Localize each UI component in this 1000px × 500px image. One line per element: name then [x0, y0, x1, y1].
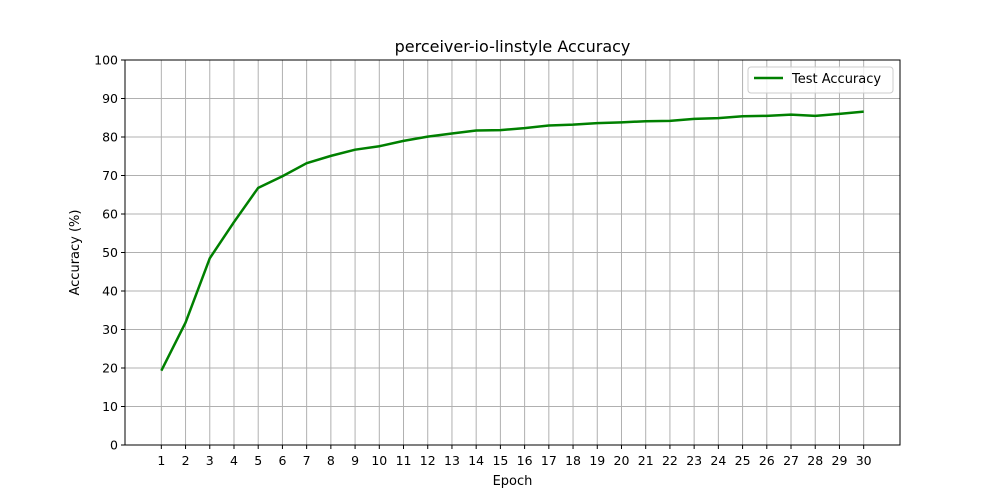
x-tick-label: 11: [396, 453, 412, 468]
x-tick-label: 16: [517, 453, 533, 468]
x-tick-label: 24: [710, 453, 726, 468]
x-tick-label: 7: [303, 453, 311, 468]
y-tick-label: 10: [102, 399, 118, 414]
x-tick-label: 8: [327, 453, 335, 468]
x-tick-label: 13: [444, 453, 460, 468]
x-tick-label: 14: [468, 453, 484, 468]
x-tick-label: 18: [565, 453, 581, 468]
y-tick-label: 30: [102, 322, 118, 337]
y-tick-label: 40: [102, 284, 118, 299]
y-tick-label: 70: [102, 168, 118, 183]
x-tick-label: 6: [278, 453, 286, 468]
x-tick-label: 19: [589, 453, 605, 468]
x-tick-label: 5: [254, 453, 262, 468]
y-tick-label: 90: [102, 91, 118, 106]
series-lines: [160, 110, 864, 372]
x-tick-label: 28: [807, 453, 823, 468]
y-tick-label: 100: [94, 53, 118, 68]
y-tick-label: 20: [102, 361, 118, 376]
legend-label: Test Accuracy: [791, 72, 881, 87]
x-axis-ticks: 1 2 3 4 5 6 7 8 9 10 11 12 13 14 15 16 17 18 19 20 21 22 23 24 2…: [157, 445, 872, 468]
y-tick-label: 60: [102, 207, 118, 222]
x-tick-label: 17: [541, 453, 557, 468]
series-line-test-accuracy: [160, 110, 864, 372]
x-tick-label: 26: [759, 453, 775, 468]
x-tick-label: 3: [206, 453, 214, 468]
x-tick-label: 4: [230, 453, 238, 468]
x-axis-label: Epoch: [493, 474, 533, 489]
x-tick-label: 1: [157, 453, 165, 468]
grid: [125, 59, 900, 446]
x-tick-label: 30: [856, 453, 872, 468]
x-tick-label: 29: [832, 453, 848, 468]
y-tick-label: 0: [110, 438, 118, 453]
x-tick-label: 20: [614, 453, 630, 468]
x-tick-label: 21: [638, 453, 654, 468]
legend-box: [747, 66, 894, 94]
x-tick-label: 22: [662, 453, 678, 468]
x-tick-label: 15: [492, 453, 508, 468]
chart-title: perceiver-io-linstyle Accuracy: [395, 37, 631, 56]
x-tick-label: 27: [783, 453, 799, 468]
y-tick-label: 80: [102, 130, 118, 145]
x-tick-label: 12: [420, 453, 436, 468]
legend: Test Accuracy: [747, 66, 894, 94]
y-tick-label: 50: [102, 245, 118, 260]
x-tick-label: 9: [351, 453, 359, 468]
y-axis-ticks: 0 10 20 30 40 50 60 70 80 90 100: [94, 53, 125, 453]
x-tick-label: 25: [735, 453, 751, 468]
x-tick-label: 10: [371, 453, 387, 468]
x-tick-label: 2: [182, 453, 190, 468]
x-tick-label: 23: [686, 453, 702, 468]
y-axis-label: Accuracy (%): [68, 210, 83, 296]
